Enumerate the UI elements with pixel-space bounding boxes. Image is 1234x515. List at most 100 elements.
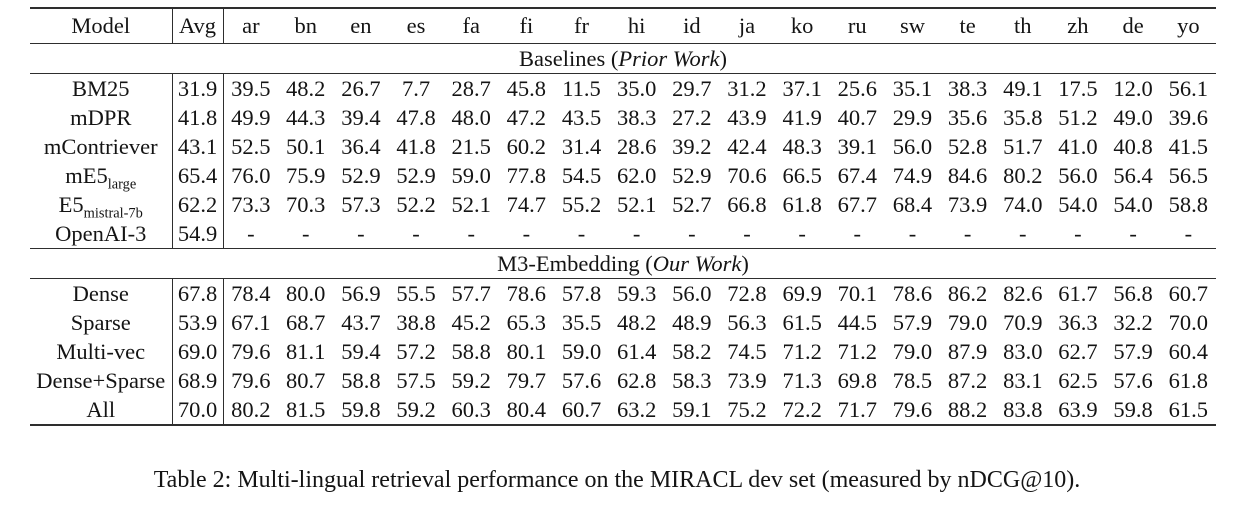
value-bn: 81.5: [286, 397, 326, 422]
section-title: Baselines (Prior Work): [30, 43, 1216, 74]
value-yo: 70.0: [1168, 310, 1209, 335]
value-fi: 47.2: [506, 105, 547, 130]
value-id: 52.9: [672, 163, 712, 188]
value-te: 88.2: [947, 397, 988, 422]
header-lang-ja: ja: [719, 8, 775, 44]
value-sw: 35.1: [892, 76, 933, 101]
value-ja: -: [743, 221, 751, 246]
data-row-Multi-vec: Multi-vec 69.0 79.6 81.1 59.4 57.2 58.8 80.1 59.…: [30, 337, 1216, 366]
value-bn: 50.1: [286, 134, 326, 159]
value-es: 55.5: [396, 281, 436, 306]
value-de: 56.8: [1113, 281, 1153, 306]
value-th: 35.8: [1003, 105, 1043, 130]
avg-value: 41.8: [171, 103, 224, 132]
avg-value: 70.0: [171, 395, 224, 425]
model-name: mDPR: [70, 105, 132, 130]
value-th: 83.8: [1003, 397, 1043, 422]
miracl-results-table: Model Avg ar bn en es fa fi fr hi id ja ko ru sw te th…: [30, 7, 1216, 426]
value-ko: 48.3: [782, 134, 822, 159]
value-zh: 56.0: [1058, 163, 1098, 188]
value-de: 49.0: [1113, 105, 1153, 130]
value-yo: 41.5: [1168, 134, 1209, 159]
header-lang-sw: sw: [884, 8, 941, 44]
value-ko: 71.3: [782, 368, 822, 393]
value-es: 41.8: [396, 134, 436, 159]
value-sw: 57.9: [892, 310, 933, 335]
value-zh: 51.2: [1058, 105, 1098, 130]
value-fa: 59.2: [451, 368, 491, 393]
value-en: 57.3: [341, 192, 381, 217]
value-ja: 66.8: [727, 192, 767, 217]
value-ru: 71.2: [837, 339, 877, 364]
value-bn: 48.2: [286, 76, 326, 101]
value-te: 87.2: [947, 368, 988, 393]
model-name: OpenAI-3: [55, 221, 147, 246]
value-sw: 78.6: [892, 281, 933, 306]
value-id: 39.2: [672, 134, 712, 159]
value-ja: 73.9: [727, 368, 767, 393]
value-id: 29.7: [672, 76, 712, 101]
value-de: 12.0: [1113, 76, 1153, 101]
header-model: Model: [30, 8, 172, 44]
value-de: 32.2: [1113, 310, 1153, 335]
value-de: 57.9: [1113, 339, 1153, 364]
value-ja: 72.8: [727, 281, 767, 306]
value-id: 56.0: [672, 281, 712, 306]
value-en: 59.4: [341, 339, 381, 364]
value-sw: 29.9: [892, 105, 933, 130]
value-ko: 61.5: [782, 310, 822, 335]
data-row-Dense: Dense 67.8 78.4 80.0 56.9 55.5 57.7 78.6 57.8 59.…: [30, 278, 1216, 308]
model-name: mE5large: [65, 163, 137, 193]
value-ko: 69.9: [782, 281, 822, 306]
value-de: -: [1129, 221, 1137, 246]
value-fr: 55.2: [561, 192, 602, 217]
value-ru: 39.1: [837, 134, 877, 159]
value-id: 52.7: [672, 192, 712, 217]
model-name: mContriever: [43, 134, 158, 159]
value-fa: 60.3: [451, 397, 491, 422]
value-fr: 31.4: [561, 134, 602, 159]
value-th: 80.2: [1003, 163, 1043, 188]
avg-value: 68.9: [171, 366, 224, 395]
value-de: 59.8: [1113, 397, 1153, 422]
value-bn: 80.7: [286, 368, 326, 393]
value-ar: 76.0: [231, 163, 271, 188]
model-name: Dense+Sparse: [36, 368, 166, 393]
avg-value: 53.9: [171, 308, 224, 337]
value-ja: 70.6: [727, 163, 767, 188]
value-ja: 43.9: [727, 105, 767, 130]
model-name: BM25: [71, 76, 130, 101]
value-ja: 74.5: [727, 339, 767, 364]
value-yo: 56.5: [1168, 163, 1209, 188]
value-id: 48.9: [672, 310, 712, 335]
header-lang-ar: ar: [223, 8, 279, 44]
value-en: -: [357, 221, 365, 246]
data-row-mContriever: mContriever 43.1 52.5 50.1 36.4 41.8 21.5 60.2 3…: [30, 132, 1216, 161]
avg-value: 67.8: [171, 278, 224, 308]
value-fr: 35.5: [561, 310, 602, 335]
value-fr: 43.5: [561, 105, 602, 130]
value-ko: -: [798, 221, 806, 246]
value-bn: 44.3: [286, 105, 326, 130]
value-ru: 67.4: [837, 163, 877, 188]
header-lang-yo: yo: [1160, 8, 1216, 44]
value-th: 70.9: [1003, 310, 1043, 335]
value-te: 86.2: [947, 281, 988, 306]
header-row: Model Avg ar bn en es fa fi fr hi id ja ko ru sw te th…: [30, 8, 1216, 44]
value-th: 83.0: [1003, 339, 1043, 364]
value-en: 59.8: [341, 397, 381, 422]
value-zh: 17.5: [1058, 76, 1098, 101]
value-ru: 40.7: [837, 105, 877, 130]
value-yo: 61.8: [1168, 368, 1209, 393]
value-fi: -: [522, 221, 531, 246]
value-de: 57.6: [1113, 368, 1153, 393]
value-de: 56.4: [1113, 163, 1153, 188]
value-en: 52.9: [341, 163, 381, 188]
header-lang-de: de: [1105, 8, 1161, 44]
value-te: 87.9: [947, 339, 988, 364]
header-lang-fa: fa: [443, 8, 499, 44]
value-fi: 45.8: [506, 76, 547, 101]
value-es: 52.9: [396, 163, 436, 188]
header-lang-bn: bn: [278, 8, 334, 44]
header-lang-fr: fr: [553, 8, 610, 44]
